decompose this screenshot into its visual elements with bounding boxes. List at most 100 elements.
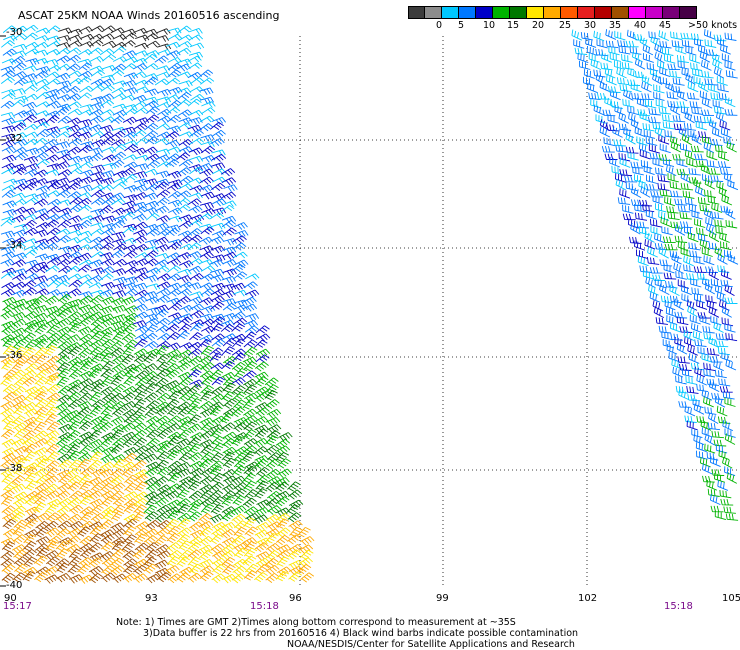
wind-barb [34,319,49,329]
wind-barb [177,527,192,538]
wind-barb [68,438,83,449]
wind-barb [25,58,40,66]
wind-barb [99,109,115,116]
wind-barb [254,402,270,412]
wind-barb [658,134,670,145]
wind-barb [157,115,172,124]
wind-barb [133,504,147,515]
wind-barb [78,474,92,485]
wind-barb [691,106,704,115]
wind-barb [145,228,160,237]
wind-barb [22,219,37,228]
wind-barb [665,280,678,289]
wind-barb [253,446,268,457]
wind-barb [58,245,73,254]
wind-barb [23,534,37,545]
wind-barb [188,62,203,70]
wind-barb [168,384,183,395]
wind-barb [77,191,92,199]
wind-barb [57,394,72,405]
wind-barb [90,228,105,236]
wind-barb [68,317,83,328]
wind-barb [695,120,708,131]
wind-barb [133,296,148,305]
wind-barb [684,415,697,423]
wind-barb [210,428,224,439]
wind-barb [143,53,158,62]
wind-barb [200,273,215,282]
wind-barb [714,472,726,483]
wind-barb [694,185,706,197]
wind-barb [199,439,214,449]
wind-barb [643,129,656,139]
wind-barb [46,332,61,343]
wind-barb [66,304,81,314]
colorbar-swatch [646,6,663,19]
wind-barb [35,101,51,108]
wind-barb [88,429,102,440]
wind-barb [200,318,215,327]
wind-barb [221,490,236,501]
wind-barb [0,408,15,418]
wind-barb [698,131,711,139]
wind-barb [199,313,214,322]
wind-barb [46,213,61,222]
wind-barb [231,435,245,446]
wind-barb [221,506,236,516]
wind-barb [100,281,116,290]
wind-barb [1,414,16,425]
wind-barb [155,512,170,523]
wind-barb [67,420,82,431]
wind-barb [101,360,115,372]
wind-barb [132,549,147,560]
wind-barb [682,190,695,199]
wind-barb [57,294,72,305]
wind-barb [723,506,736,514]
wind-barb [198,458,213,469]
wind-barb [717,480,729,491]
wind-barb [710,92,723,101]
wind-barb [222,483,237,494]
wind-barb [44,574,59,584]
wind-barb [614,30,626,41]
wind-barb [179,342,194,351]
wind-barb [199,334,214,343]
wind-barb [91,445,106,456]
wind-barb [12,525,27,537]
wind-barb [622,213,636,221]
wind-barb [34,571,48,583]
wind-barb [133,192,148,200]
wind-barb [101,399,117,410]
wind-barb [0,310,15,320]
wind-barb [33,198,49,207]
wind-barb [155,265,170,273]
wind-barb [24,193,39,200]
wind-barb [133,221,148,230]
colorbar-swatch [476,6,493,19]
wind-barb [167,242,182,251]
wind-barb [99,99,115,107]
wind-barb [617,197,631,205]
wind-barb [145,400,160,411]
wind-barb [298,544,314,555]
wind-barb [222,564,236,575]
wind-barb [155,123,171,130]
wind-barb [609,89,621,101]
wind-barb [44,219,60,228]
wind-barb [265,458,280,470]
wind-barb [708,230,720,243]
colorbar-swatch [493,6,510,19]
wind-barb [34,347,49,358]
wind-barb [222,408,238,418]
wind-barb [112,528,127,539]
wind-barb [112,93,127,100]
wind-barb [677,205,691,213]
wind-barb [56,490,71,501]
wind-barb [34,385,49,396]
wind-barb [715,111,727,123]
wind-barb [0,288,16,297]
wind-barb [608,46,620,56]
wind-barb [618,123,632,131]
wind-barb [189,77,204,85]
wind-barb [694,339,707,347]
